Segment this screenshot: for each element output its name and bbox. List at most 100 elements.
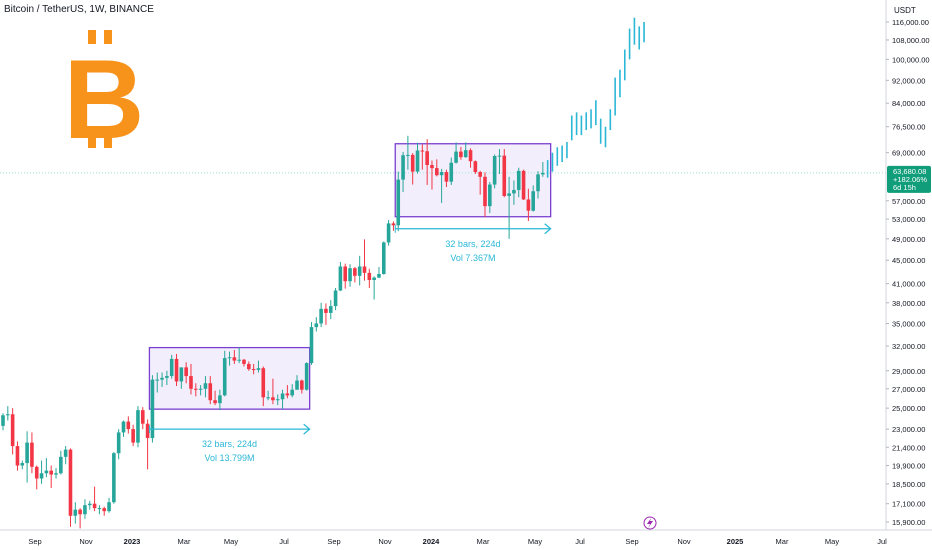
price-tick-label: 38,000.00 [892, 299, 925, 308]
time-tick-label: Nov [378, 537, 392, 546]
candle-body [213, 400, 217, 404]
candle-body [169, 358, 174, 377]
candle-body [10, 414, 15, 447]
measure-bars-label: 32 bars, 224d [445, 239, 500, 249]
candle-body [521, 170, 526, 200]
time-tick-label: 2023 [124, 537, 141, 546]
price-tick-label: 116,000.00 [892, 18, 929, 27]
candle-body [531, 191, 535, 211]
last-price-badge [887, 165, 931, 193]
candle-body [59, 456, 63, 474]
candle-body [102, 508, 107, 512]
bitcoin-logo: B [64, 30, 144, 162]
candle-body [203, 383, 208, 389]
candle-body [391, 223, 396, 226]
candle-body [516, 170, 521, 190]
candle-body [328, 306, 333, 313]
time-tick-label: Jul [279, 537, 289, 546]
candle-body [232, 357, 237, 361]
candle-body [386, 223, 391, 243]
price-axis-bg [886, 0, 932, 550]
candle-body [415, 150, 420, 172]
candle-body [261, 368, 266, 398]
candle-body [304, 363, 309, 390]
price-tick-label: 19,900.00 [892, 462, 925, 471]
candle-body [280, 393, 285, 400]
candle-body [34, 466, 39, 479]
candle-body [256, 368, 261, 370]
candle-body [54, 473, 58, 475]
candle-body [502, 155, 507, 196]
measure-vol-label: Vol 7.367M [450, 253, 495, 263]
candle-body [155, 379, 160, 381]
candle-body [348, 268, 352, 282]
measure-layer: 32 bars, 224d Vol 13.799M 32 bars, 224d Vol… [148, 223, 552, 463]
price-tick-label: 15,900.00 [892, 518, 925, 527]
price-tick-label: 21,400.00 [892, 443, 925, 452]
candle-body [198, 388, 203, 390]
price-tick-label: 29,000.00 [892, 367, 925, 376]
candle-body [290, 389, 294, 396]
candle-body [242, 359, 246, 364]
candle-body [314, 323, 319, 328]
candle-body [454, 151, 458, 163]
candle-body [150, 379, 155, 439]
candle-body [227, 357, 232, 359]
time-tick-label: Mar [776, 537, 789, 546]
candle-body [160, 377, 164, 380]
candle-body [271, 397, 275, 401]
event-lightning-icon [643, 516, 657, 530]
price-tick-label: 23,000.00 [892, 425, 925, 434]
candle-body [357, 266, 362, 276]
time-tick-label: Jul [877, 537, 887, 546]
bitcoin-logo-top-bar-left [88, 30, 96, 44]
last-price-change: +182.06% [893, 175, 927, 184]
time-tick-label: Mar [477, 537, 490, 546]
candle-body [247, 363, 251, 370]
candle-body [145, 423, 150, 439]
candle-body [179, 367, 184, 382]
candle-body [184, 367, 188, 377]
price-tick-label: 84,000.00 [892, 99, 925, 108]
candle-body [300, 380, 304, 390]
bitcoin-logo-bottom-bar-left [88, 134, 96, 148]
candle-body [333, 290, 338, 307]
candle-body [174, 358, 179, 382]
time-tick-label: Sep [28, 537, 41, 546]
candle-body [73, 509, 78, 516]
candle-body [488, 184, 492, 207]
price-tick-label: 57,000.00 [892, 197, 925, 206]
candle-body [410, 154, 415, 172]
price-tick-label: 32,000.00 [892, 342, 925, 351]
candle-body [6, 414, 10, 416]
candle-body [420, 150, 425, 152]
price-tick-label: 35,000.00 [892, 319, 925, 328]
candle-body [406, 154, 410, 156]
candle-body [492, 156, 497, 185]
candle-body [372, 277, 376, 281]
event-lightning-glyph [647, 518, 653, 528]
time-tick-label: 2025 [727, 537, 744, 546]
price-tick-label: 49,000.00 [892, 235, 925, 244]
candle-body [435, 168, 439, 176]
candle-body [208, 383, 213, 401]
candle-body [87, 503, 92, 506]
candle-body [541, 172, 545, 175]
candle-body [338, 266, 343, 291]
candle-body [15, 446, 20, 466]
candle-body [189, 376, 193, 389]
candle-body [251, 369, 256, 371]
candle-body [237, 359, 241, 361]
bitcoin-logo-top-bar-right [104, 30, 112, 44]
time-tick-label: May [528, 537, 542, 546]
last-price-countdown: 6d 15h [893, 183, 916, 192]
time-tick-label: Nov [79, 537, 93, 546]
price-tick-label: 45,000.00 [892, 256, 925, 265]
candle-body [377, 274, 381, 278]
candle-body [131, 429, 135, 443]
candle-body [367, 272, 372, 281]
candle-body [449, 162, 454, 182]
time-tick-label: Nov [677, 537, 691, 546]
